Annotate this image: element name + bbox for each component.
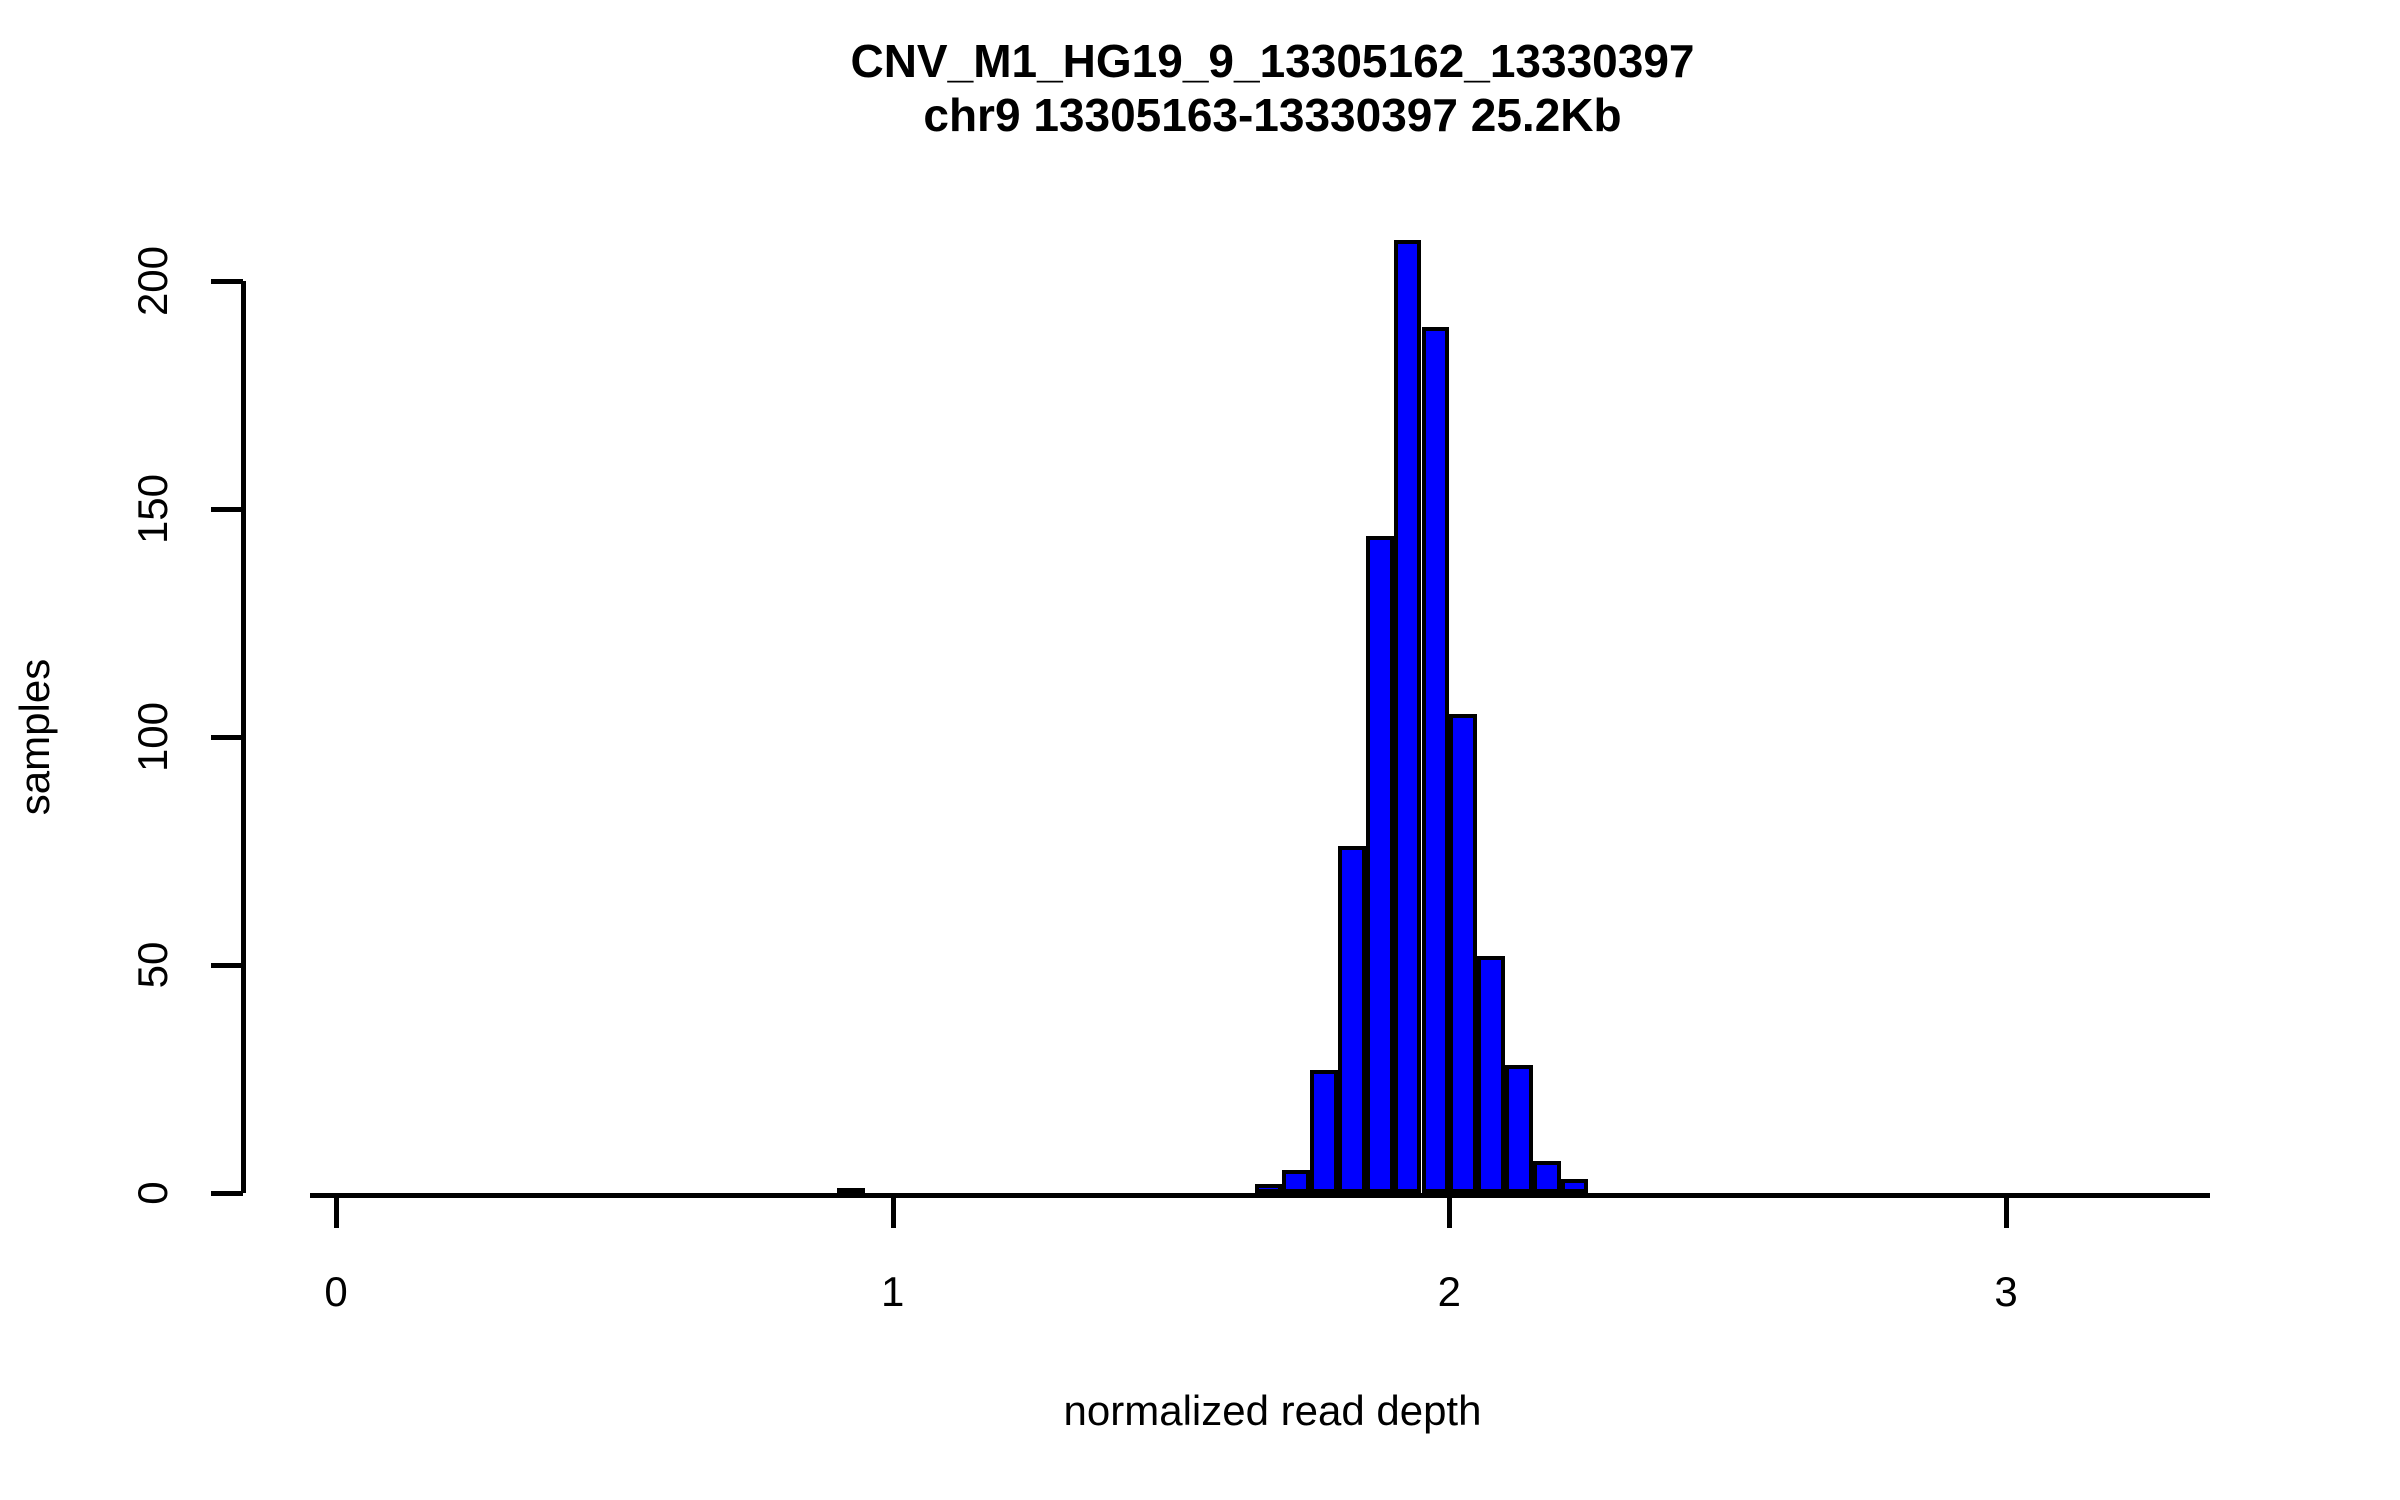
y-tick-label-50: 50: [129, 941, 176, 989]
y-tick-100: [211, 735, 243, 740]
y-tick-label-200: 200: [129, 245, 176, 317]
x-axis-label: normalized read depth: [1063, 1387, 1482, 1434]
histogram-bar: [1477, 955, 1505, 1193]
histogram-bar: [1282, 1170, 1311, 1193]
y-tick-label-0: 0: [129, 1181, 176, 1205]
histogram-bar: [1505, 1065, 1533, 1193]
chart-title-block: CNV_M1_HG19_9_13305162_13330397 chr9 133…: [0, 34, 2400, 142]
x-tick-label-1: 1: [880, 1268, 905, 1315]
histogram-bar: [1254, 1183, 1283, 1193]
histogram-bar: [1338, 846, 1366, 1193]
y-tick-label-150: 150: [129, 473, 176, 545]
histogram-bar: [1365, 536, 1394, 1193]
histogram-bar: [1310, 1069, 1338, 1193]
chart-title-line-2: chr9 13305163-13330397 25.2Kb: [923, 89, 1622, 141]
y-tick-50: [211, 963, 243, 968]
histogram-bar: [1532, 1161, 1561, 1193]
chart-title-line-1: CNV_M1_HG19_9_13305162_13330397: [850, 35, 1695, 87]
y-axis-line: [241, 281, 246, 1193]
histogram-bar: [1449, 714, 1478, 1193]
y-tick-0: [211, 1191, 243, 1196]
x-tick-label-3: 3: [1994, 1268, 2018, 1315]
histogram-bar: [1560, 1179, 1589, 1193]
x-tick-0: [334, 1198, 339, 1228]
x-tick-3: [2004, 1198, 2009, 1228]
y-tick-150: [211, 507, 243, 512]
x-tick-label-0: 0: [324, 1268, 348, 1315]
y-tick-200: [211, 279, 243, 284]
x-axis-line: [310, 1193, 2210, 1198]
x-tick-1: [890, 1198, 896, 1228]
histogram-bar: [1393, 239, 1422, 1193]
histogram-bar: [837, 1188, 865, 1197]
y-tick-label-100: 100: [129, 701, 176, 773]
x-tick-label-2: 2: [1437, 1268, 1461, 1315]
histogram-bar: [1421, 326, 1450, 1193]
x-tick-2: [1447, 1198, 1453, 1228]
y-axis-label: samples: [11, 658, 58, 816]
